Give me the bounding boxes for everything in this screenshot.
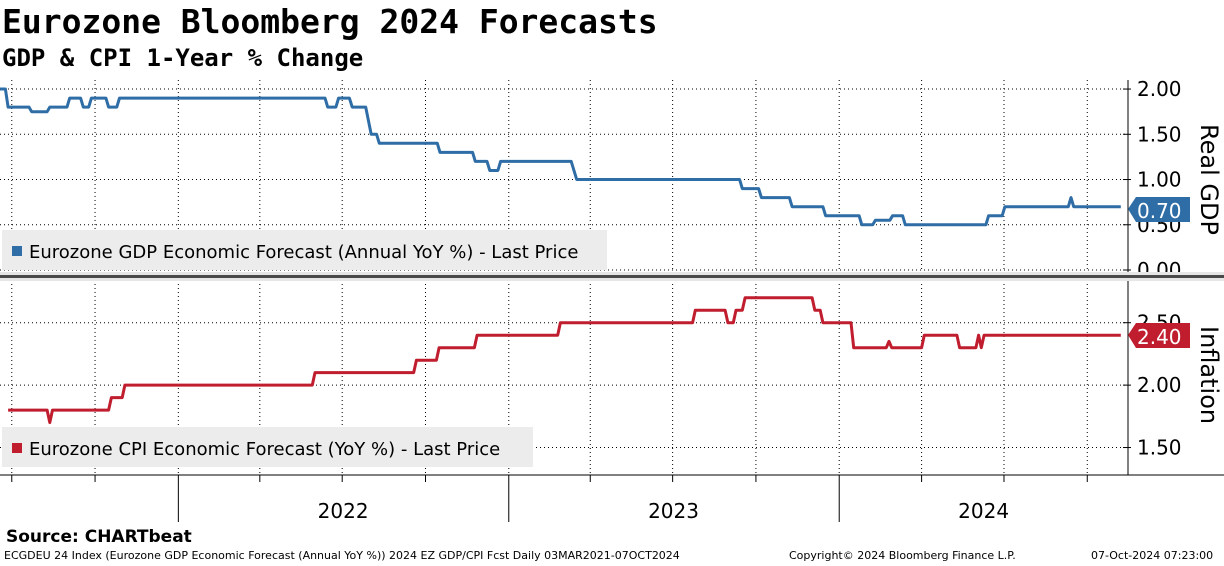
cpi-last-value-tag: 2.40	[1128, 323, 1190, 349]
chart-subtitle: GDP & CPI 1-Year % Change	[2, 44, 364, 72]
gdp-legend-swatch	[12, 246, 22, 256]
gdp-legend-label: Eurozone GDP Economic Forecast (Annual Y…	[29, 242, 578, 263]
x-year-label: 2024	[958, 499, 1009, 523]
source-note: Source: CHARTbeat	[6, 527, 192, 547]
gdp-ytick-label: 2.00	[1137, 77, 1182, 101]
gdp-last-value-marker	[1128, 197, 1190, 222]
cpi-ytick-label: 1.50	[1137, 436, 1182, 460]
gdp-legend-background	[2, 230, 607, 270]
x-year-label: 2022	[318, 499, 369, 523]
footer-copyright: Copyright© 2024 Bloomberg Finance L.P.	[789, 549, 1016, 562]
cpi-axis-label: Inflation	[1195, 326, 1223, 424]
chart-title: Eurozone Bloomberg 2024 Forecasts	[2, 2, 658, 41]
footer-timestamp: 07-Oct-2024 07:23:00	[1091, 549, 1214, 562]
cpi-last-value-marker	[1128, 323, 1190, 348]
footer-ticker-info: ECGDEU 24 Index (Eurozone GDP Economic F…	[4, 549, 680, 562]
gdp-series-line	[0, 87, 1121, 227]
series-layer	[0, 87, 1121, 425]
gdp-ytick-label: 1.50	[1137, 122, 1182, 146]
cpi-legend-label: Eurozone CPI Economic Forecast (YoY %) -…	[29, 439, 500, 460]
gdp-ytick-label: 1.00	[1137, 168, 1182, 192]
cpi-last-value-label: 2.40	[1137, 325, 1182, 349]
x-year-label: 2023	[648, 499, 699, 523]
cpi-ytick-label: 2.00	[1137, 373, 1182, 397]
cpi-legend-swatch	[12, 443, 22, 453]
gdp-axis-label: Real GDP	[1195, 124, 1223, 235]
cpi-legend-background	[2, 427, 533, 467]
gdp-last-value-tag: 0.70	[1128, 197, 1190, 223]
gdp-legend: Eurozone GDP Economic Forecast (Annual Y…	[2, 230, 607, 270]
gdp-last-value-label: 0.70	[1137, 199, 1182, 223]
cpi-series-line	[8, 296, 1121, 425]
cpi-legend: Eurozone CPI Economic Forecast (YoY %) -…	[2, 427, 533, 467]
axis-layer: Eurozone GDP Economic Forecast (Annual Y…	[2, 124, 1223, 467]
